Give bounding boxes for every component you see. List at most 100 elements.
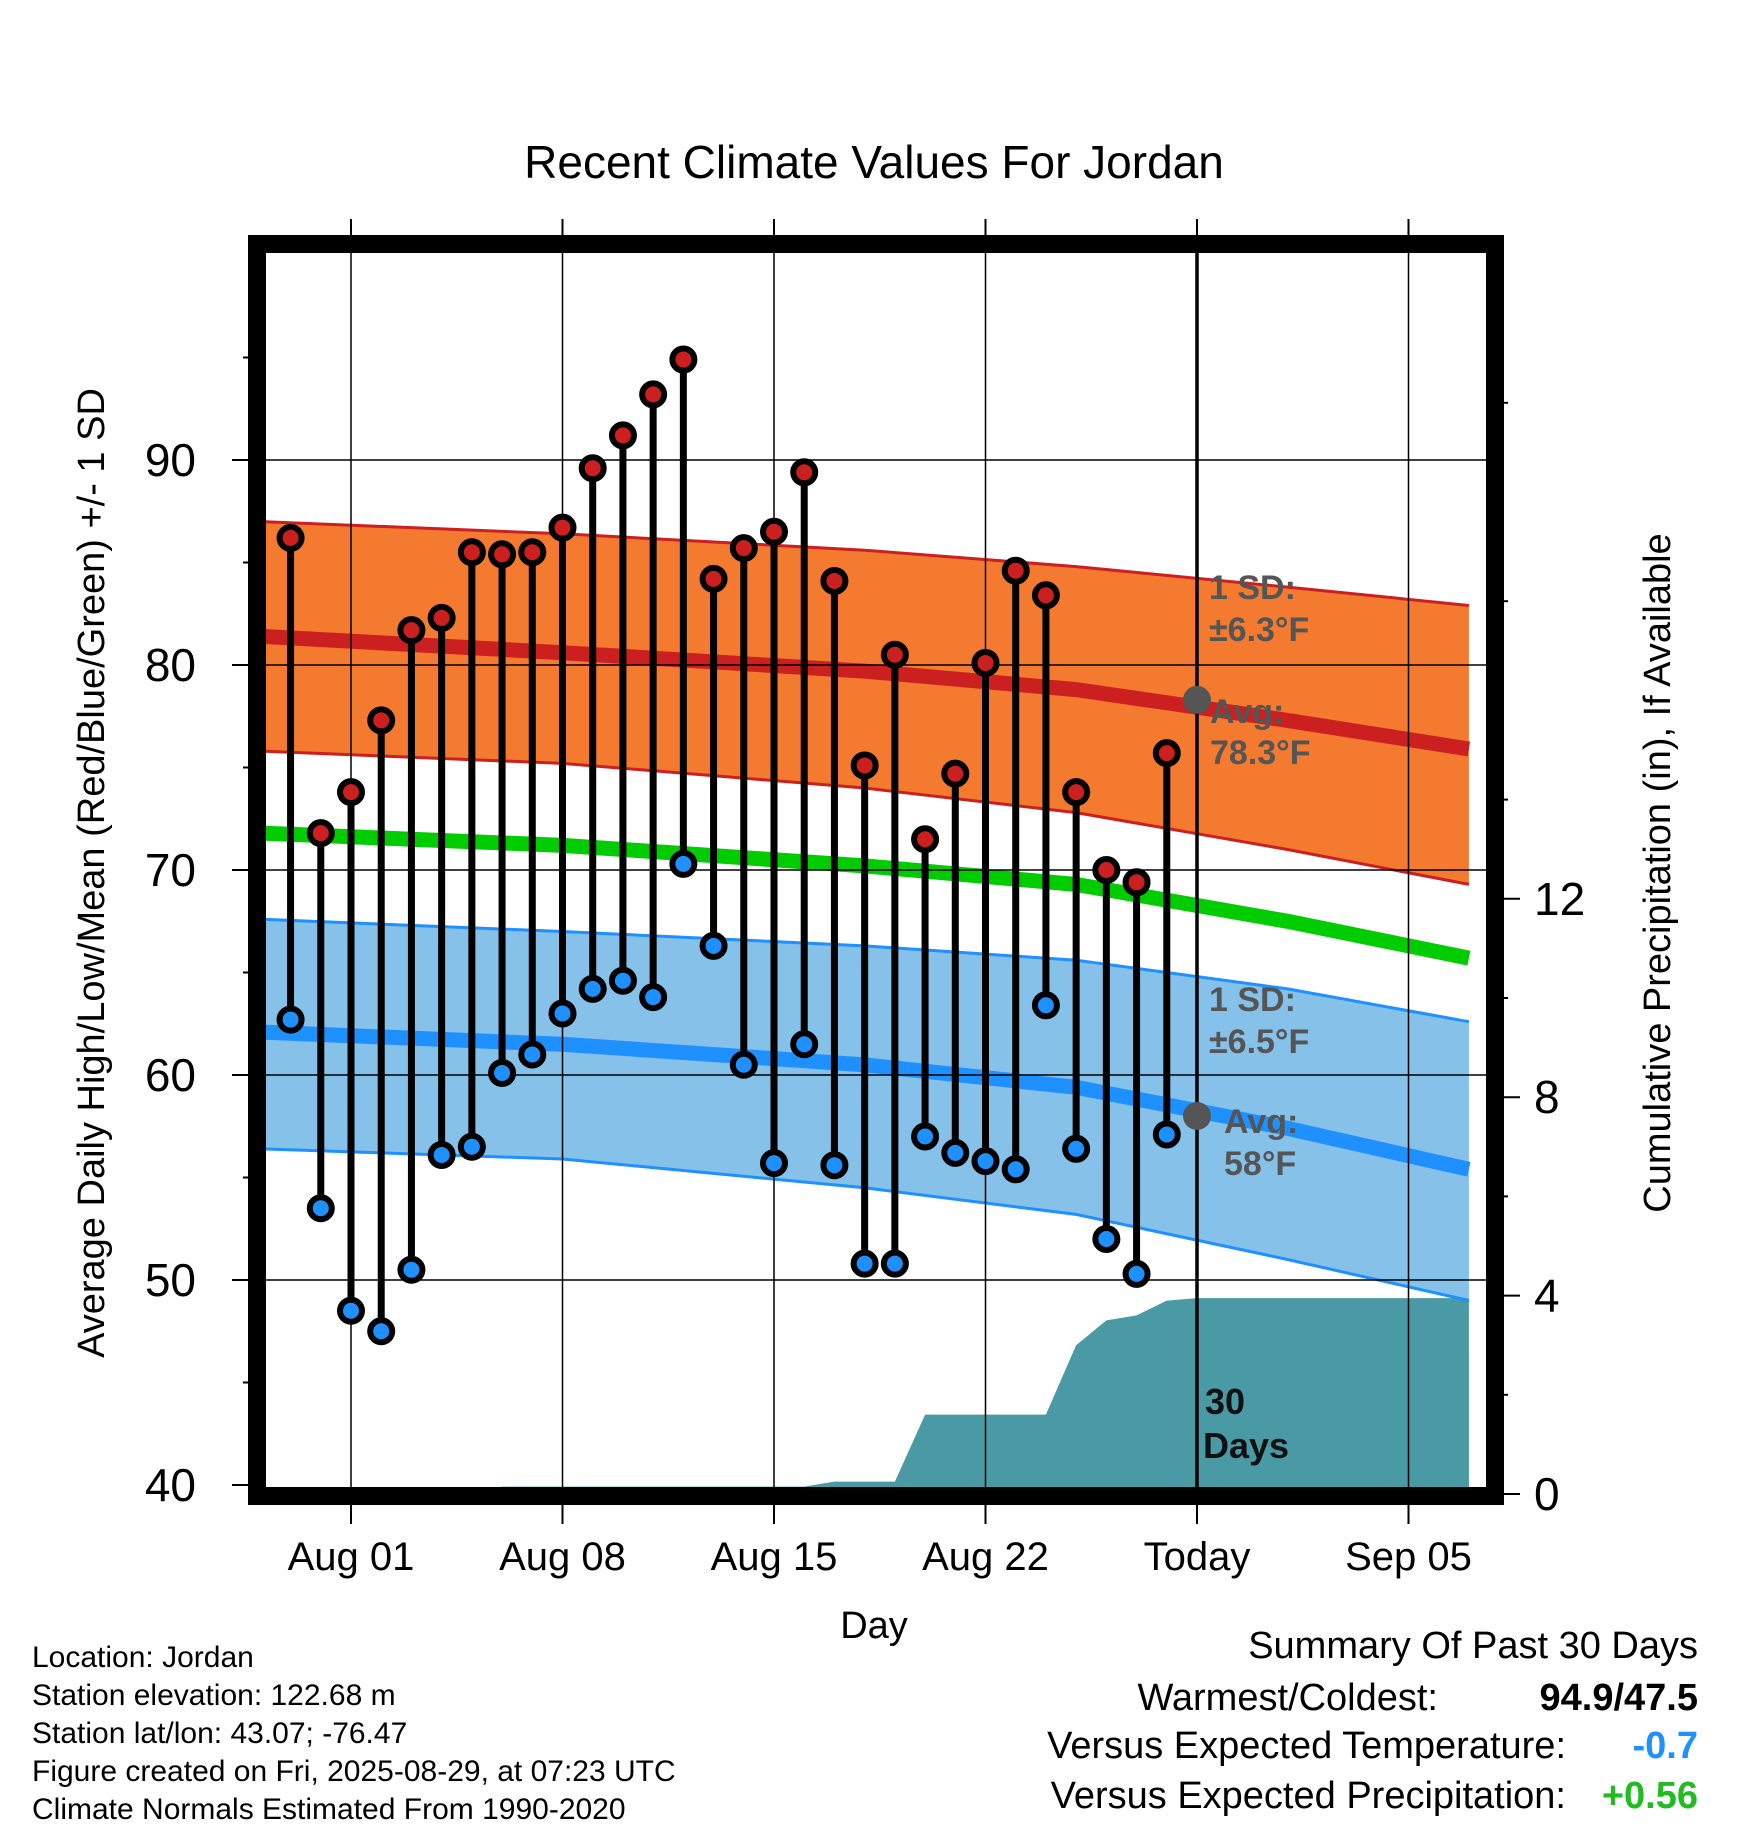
normal-mean-line (262, 825, 1471, 966)
y2-tick-label: 8 (1534, 1071, 1560, 1123)
info-normals: Climate Normals Estimated From 1990-2020 (32, 1793, 626, 1826)
chart-title: Recent Climate Values For Jordan (524, 136, 1224, 188)
high-point (548, 513, 577, 542)
y-tick-label: 60 (145, 1049, 196, 1101)
high-point (669, 345, 698, 374)
high-sd-value: ±6.3°F (1209, 611, 1309, 649)
y-tick-label: 40 (145, 1459, 196, 1511)
window-days-number: 30 (1205, 1381, 1245, 1422)
low-point (941, 1138, 970, 1167)
low-point (367, 1317, 396, 1346)
y2-axis-label: Cumulative Precipitation (in), If Availa… (1637, 533, 1679, 1212)
low-point (911, 1122, 940, 1151)
info-latlon: Station lat/lon: 43.07; -76.47 (32, 1717, 408, 1750)
high-point (306, 819, 335, 848)
low-point (850, 1249, 879, 1278)
y2-tick-label: 0 (1534, 1468, 1560, 1520)
info-elevation: Station elevation: 122.68 m (32, 1679, 396, 1712)
high-point (1062, 778, 1091, 807)
low-sd-value: ±6.5°F (1209, 1023, 1309, 1061)
x-axis-label: Day (840, 1605, 908, 1647)
low-point (337, 1296, 365, 1325)
high-point (1152, 739, 1181, 768)
low-point (1031, 991, 1060, 1020)
low-point (880, 1249, 909, 1278)
high-avg-marker (1183, 685, 1211, 714)
x-tick-label: Aug 22 (922, 1535, 1049, 1579)
low-point (971, 1147, 1000, 1176)
low-point (518, 1040, 547, 1069)
summary-precip-value: +0.56 (1601, 1775, 1698, 1817)
normal-low-line (262, 1024, 1471, 1177)
high-point (1092, 856, 1121, 884)
high-avg-label: Avg: (1210, 693, 1284, 731)
low-avg-marker (1183, 1102, 1211, 1130)
high-point (699, 564, 728, 593)
high-point (850, 751, 879, 780)
high-point (820, 566, 849, 595)
summary-precip-label: Versus Expected Precipitation: (1050, 1775, 1566, 1817)
low-point (1152, 1120, 1181, 1149)
high-point (971, 648, 1000, 677)
summary-warm-cold-value: 94.9/47.5 (1539, 1677, 1698, 1719)
y-tick-label: 50 (145, 1254, 196, 1306)
y-tick-label: 90 (145, 434, 196, 486)
high-point (488, 540, 517, 569)
summary-warm-cold-label: Warmest/Coldest: (1137, 1677, 1438, 1719)
high-point (1122, 868, 1151, 897)
info-location: Location: Jordan (32, 1641, 254, 1674)
low-point (760, 1149, 788, 1178)
high-point (457, 538, 486, 567)
low-point (276, 1005, 305, 1034)
low-point (548, 999, 577, 1028)
low-sd-band-lower-edge (262, 1147, 1470, 1302)
low-sd-band-upper-edge (262, 917, 1470, 1024)
info-created: Figure created on Fri, 2025-08-29, at 07… (32, 1755, 676, 1788)
high-point (397, 616, 426, 645)
y-tick-label: 70 (145, 844, 196, 896)
low-point (578, 974, 607, 1003)
high-point (427, 603, 456, 632)
low-point (1092, 1225, 1121, 1253)
low-point (699, 931, 728, 960)
high-point (578, 454, 607, 483)
low-point (790, 1030, 819, 1059)
low-point (1001, 1155, 1030, 1184)
high-point (911, 825, 940, 854)
y2-tick-label: 4 (1534, 1270, 1560, 1322)
precip-area (474, 1298, 1469, 1491)
high-point (760, 517, 788, 546)
low-avg-value: 58°F (1224, 1145, 1296, 1183)
high-point (729, 534, 758, 563)
x-tick-label: Aug 01 (288, 1535, 415, 1579)
low-point (669, 849, 698, 878)
low-point (820, 1151, 849, 1180)
low-point (397, 1255, 426, 1284)
summary-temp-value: -0.7 (1632, 1725, 1698, 1767)
high-point (337, 778, 365, 807)
high-point (518, 538, 547, 567)
x-tick-label: Sep 05 (1345, 1535, 1472, 1579)
summary-temp-label: Versus Expected Temperature: (1047, 1725, 1566, 1767)
high-point (1031, 581, 1060, 610)
summary-title: Summary Of Past 30 Days (1248, 1625, 1698, 1667)
low-avg-label: Avg: (1224, 1103, 1298, 1141)
x-tick-label: Today (1144, 1535, 1251, 1579)
y-tick-label: 80 (145, 639, 196, 691)
low-point (1122, 1259, 1151, 1288)
low-point (488, 1058, 517, 1087)
low-point (729, 1050, 758, 1079)
window-days-label: Days (1203, 1425, 1289, 1466)
low-point (1062, 1134, 1091, 1163)
high-point (880, 640, 909, 669)
high-sd-label: 1 SD: (1209, 569, 1296, 607)
high-point (639, 380, 668, 409)
x-tick-label: Aug 15 (711, 1535, 838, 1579)
low-point (639, 983, 668, 1012)
y-axis-label: Average Daily High/Low/Mean (Red/Blue/Gr… (71, 388, 113, 1358)
low-point (608, 966, 637, 995)
high-point (941, 759, 970, 788)
high-point (790, 458, 819, 487)
